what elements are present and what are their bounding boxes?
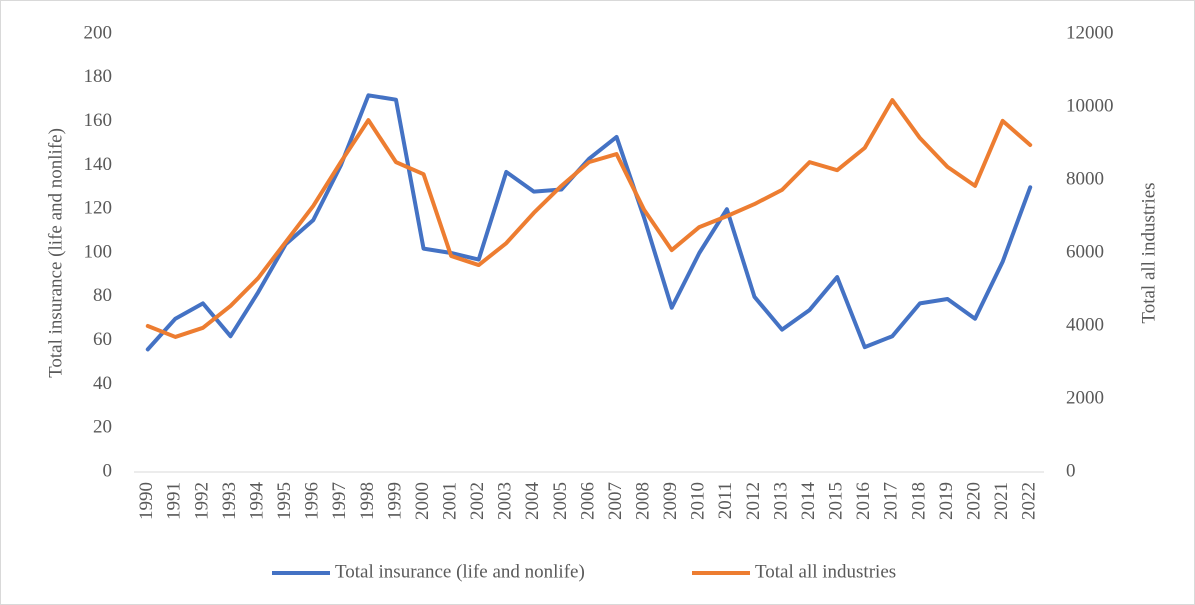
- y2-tick-label: 0: [1066, 460, 1076, 481]
- x-tick-label: 2020: [963, 482, 984, 520]
- y-tick-label: 120: [84, 198, 113, 219]
- x-tick-label: 2008: [633, 482, 654, 520]
- y2-tick-label: 6000: [1066, 241, 1104, 262]
- x-tick-label: 1995: [274, 482, 295, 520]
- x-tick-label: 1996: [302, 482, 323, 520]
- y2-tick-label: 8000: [1066, 168, 1104, 189]
- x-tick-label: 2005: [550, 482, 571, 520]
- x-tick-label: 1994: [246, 482, 267, 521]
- x-tick-label: 1991: [164, 482, 185, 520]
- x-tick-label: 2019: [936, 482, 957, 520]
- x-tick-label: 2000: [412, 482, 433, 520]
- series-line: [145, 98, 1033, 339]
- x-tick-label: 2015: [826, 482, 847, 520]
- x-tick-label: 2002: [467, 482, 488, 520]
- y-axis-title: Total insurance (life and nonlife): [45, 128, 66, 378]
- x-tick-label: 2001: [439, 482, 460, 520]
- y-tick-label: 40: [93, 373, 112, 394]
- x-tick-label: 2006: [577, 482, 598, 520]
- y-tick-label: 100: [84, 241, 113, 262]
- x-tick-label: 2007: [605, 482, 626, 520]
- x-tick-label: 2021: [991, 482, 1012, 520]
- y2-tick-label: 10000: [1066, 95, 1114, 116]
- y-tick-label: 160: [84, 110, 113, 131]
- x-tick-label: 1992: [191, 482, 212, 520]
- y-tick-label: 20: [93, 417, 112, 438]
- y2-tick-label: 4000: [1066, 314, 1104, 335]
- y2-tick-label: 2000: [1066, 387, 1104, 408]
- y-tick-label: 200: [84, 22, 113, 43]
- y-tick-label: 0: [103, 460, 113, 481]
- y2-axis-title: Total all industries: [1138, 182, 1159, 323]
- x-tick-label: 2018: [908, 482, 929, 520]
- y-tick-label: 140: [84, 154, 113, 175]
- legend-label: Total all industries: [755, 561, 896, 582]
- x-tick-label: 2009: [660, 482, 681, 520]
- y2-tick-label: 12000: [1066, 22, 1114, 43]
- x-tick-label: 1997: [329, 482, 350, 520]
- x-tick-label: 2012: [743, 482, 764, 520]
- x-tick-label: 1993: [219, 482, 240, 520]
- x-tick-label: 2004: [522, 482, 543, 521]
- x-tick-label: 1998: [357, 482, 378, 520]
- x-tick-label: 2003: [495, 482, 516, 520]
- y-tick-label: 60: [93, 329, 112, 350]
- series-line: [145, 93, 1033, 352]
- x-tick-label: 2017: [881, 482, 902, 520]
- x-tick-label: 2010: [688, 482, 709, 520]
- x-tick-label: 1999: [384, 482, 405, 520]
- y-tick-label: 180: [84, 66, 113, 87]
- x-tick-label: 2013: [770, 482, 791, 520]
- x-tick-label: 2011: [715, 482, 736, 519]
- x-tick-label: 2022: [1019, 482, 1040, 520]
- y-tick-label: 80: [93, 285, 112, 306]
- legend-label: Total insurance (life and nonlife): [335, 561, 585, 582]
- x-tick-label: 2016: [853, 482, 874, 520]
- x-tick-label: 1990: [136, 482, 157, 520]
- x-tick-label: 2014: [798, 482, 819, 521]
